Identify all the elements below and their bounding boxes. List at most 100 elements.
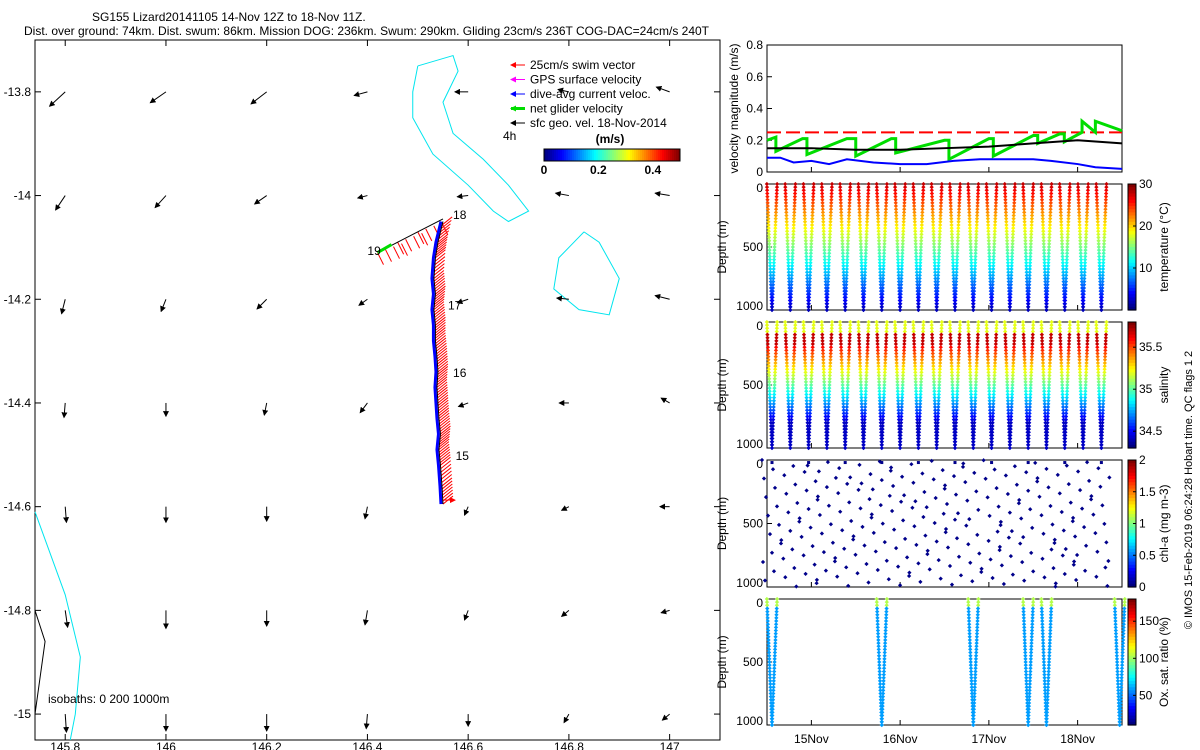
temperature-point	[1084, 222, 1089, 228]
sfc-velocity-arrow	[557, 87, 570, 94]
temperature-point	[880, 276, 886, 281]
temperature-point	[994, 188, 999, 193]
swim-vector	[439, 423, 451, 432]
temperature-point	[1060, 254, 1065, 259]
temperature-point	[819, 181, 824, 187]
temperature-point	[973, 241, 979, 246]
temperature-point	[1010, 235, 1015, 240]
temperature-point	[774, 188, 779, 193]
temperature-point	[1081, 301, 1086, 306]
temperature-point	[1039, 181, 1044, 187]
swim-vector	[437, 399, 449, 409]
temperature-point	[948, 188, 953, 193]
temperature-point	[1028, 257, 1033, 262]
temperature-point	[991, 266, 996, 272]
temperature-point	[938, 219, 943, 224]
temperature-point	[939, 181, 944, 187]
temperature-point	[949, 213, 954, 218]
temperature-point	[896, 266, 901, 272]
temperature-point	[1009, 260, 1014, 265]
temperature-point	[786, 273, 792, 278]
temperature-point	[883, 213, 888, 218]
temperature-point	[809, 235, 814, 240]
temperature-point	[984, 191, 989, 196]
temperature-point	[896, 276, 901, 281]
temperature-point	[882, 244, 887, 250]
temperature-point	[937, 229, 943, 234]
temperature-point	[954, 276, 959, 281]
temperature-point	[1009, 270, 1014, 275]
temperature-point	[789, 273, 794, 278]
temperature-point	[1078, 248, 1083, 253]
temperature-point	[894, 210, 899, 215]
map-colorbar-cell	[652, 149, 655, 161]
temperature-point	[948, 200, 953, 206]
temperature-colorbar-cell	[1128, 287, 1136, 292]
temperature-point	[1084, 225, 1089, 231]
temperature-point	[969, 266, 974, 272]
temperature-point	[902, 188, 908, 193]
temperature-point	[1064, 260, 1069, 265]
temperature-point	[900, 241, 905, 246]
swim-vector	[438, 407, 450, 417]
temperature-point	[894, 232, 900, 237]
temperature-point	[858, 235, 863, 240]
temperature-point	[790, 257, 795, 262]
temperature-point	[987, 270, 993, 275]
temperature-point	[954, 263, 959, 269]
temperature-point	[957, 188, 962, 193]
temperature-point	[845, 248, 850, 253]
temperature-point	[1009, 257, 1015, 262]
temperature-point	[827, 229, 833, 234]
temperature-point	[1049, 185, 1054, 190]
temperature-point	[844, 266, 849, 272]
temperature-point	[784, 219, 789, 224]
map-xtick-label: 146	[156, 740, 176, 750]
temperature-point	[789, 263, 795, 269]
temperature-point	[1045, 270, 1051, 275]
temperature-point	[847, 197, 852, 202]
temperature-point	[877, 254, 882, 259]
temperature-point	[993, 207, 998, 212]
temperature-point	[846, 235, 851, 240]
swim-vector	[439, 417, 451, 427]
temperature-point	[1006, 270, 1011, 275]
temperature-point	[967, 210, 972, 215]
temperature-point	[828, 210, 833, 215]
temperature-point	[1003, 213, 1009, 218]
temperature-point	[774, 194, 779, 199]
chla-colorbar-label: chl-a (mg m-3)	[1157, 484, 1171, 562]
temperature-point	[807, 276, 813, 281]
temperature-point	[1008, 301, 1013, 306]
temperature-point	[774, 200, 779, 206]
temperature-point	[768, 279, 773, 284]
temperature-point	[829, 188, 834, 193]
velocity-ytick-label: 0.4	[746, 102, 763, 116]
temperature-point	[840, 244, 845, 250]
sfc-velocity-arrow	[160, 299, 167, 313]
temperature-point	[882, 248, 887, 253]
temperature-point	[895, 235, 900, 240]
temperature-point	[792, 210, 797, 215]
temperature-point	[770, 301, 775, 306]
temperature-point	[992, 235, 997, 240]
temperature-point	[975, 213, 980, 218]
temperature-point	[766, 213, 771, 218]
temperature-point	[973, 248, 978, 253]
temperature-point	[1024, 270, 1029, 275]
temperature-point	[876, 235, 881, 240]
temperature-point	[805, 276, 810, 281]
temperature-point	[949, 222, 954, 228]
temperature-point	[772, 238, 777, 243]
temperature-point	[1077, 229, 1083, 234]
temperature-point	[1044, 301, 1049, 306]
temperature-point	[1057, 181, 1062, 187]
temperature-point	[939, 191, 944, 196]
temperature-point	[902, 203, 907, 209]
temperature-point	[864, 225, 869, 231]
temperature-point	[898, 292, 903, 297]
temperature-colorbar-cell	[1128, 184, 1136, 188]
swim-vector	[438, 438, 450, 448]
temperature-point	[902, 194, 907, 199]
